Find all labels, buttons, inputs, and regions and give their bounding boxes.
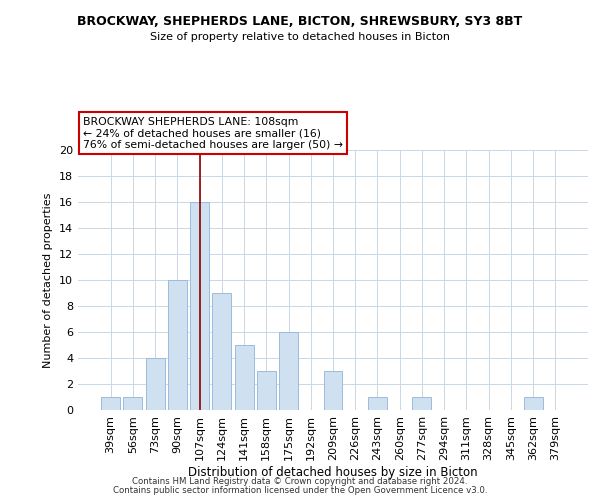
Text: Contains HM Land Registry data © Crown copyright and database right 2024.: Contains HM Land Registry data © Crown c… — [132, 477, 468, 486]
Bar — [524, 397, 542, 410]
Bar — [257, 371, 276, 410]
Text: Contains public sector information licensed under the Open Government Licence v3: Contains public sector information licen… — [113, 486, 487, 495]
Bar — [279, 332, 298, 410]
Bar — [212, 293, 231, 410]
Bar — [146, 358, 164, 410]
Bar — [168, 280, 187, 410]
X-axis label: Distribution of detached houses by size in Bicton: Distribution of detached houses by size … — [188, 466, 478, 478]
Bar — [101, 397, 120, 410]
Bar — [368, 397, 387, 410]
Text: Size of property relative to detached houses in Bicton: Size of property relative to detached ho… — [150, 32, 450, 42]
Bar — [235, 345, 254, 410]
Bar — [190, 202, 209, 410]
Bar — [323, 371, 343, 410]
Bar — [412, 397, 431, 410]
Y-axis label: Number of detached properties: Number of detached properties — [43, 192, 53, 368]
Text: BROCKWAY, SHEPHERDS LANE, BICTON, SHREWSBURY, SY3 8BT: BROCKWAY, SHEPHERDS LANE, BICTON, SHREWS… — [77, 15, 523, 28]
Bar — [124, 397, 142, 410]
Text: BROCKWAY SHEPHERDS LANE: 108sqm
← 24% of detached houses are smaller (16)
76% of: BROCKWAY SHEPHERDS LANE: 108sqm ← 24% of… — [83, 117, 343, 150]
